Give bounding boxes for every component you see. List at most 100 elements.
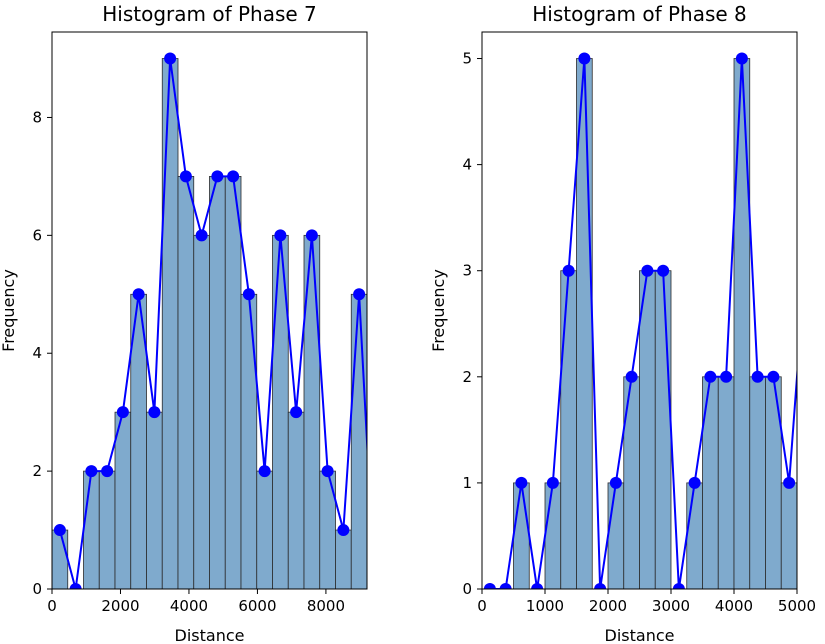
histogram-bar (83, 470, 100, 589)
frequency-point (499, 583, 512, 589)
frequency-point (609, 476, 622, 489)
y-axis-label: Frequency (0, 269, 18, 352)
x-tick-label: 2000 (101, 597, 139, 615)
frequency-point (799, 265, 811, 277)
frequency-point (85, 465, 98, 478)
histogram-bar (146, 411, 163, 589)
histogram-bar (98, 470, 116, 589)
histogram-bar (52, 529, 69, 589)
frequency-point (179, 170, 192, 183)
x-tick-label: 8000 (307, 597, 345, 615)
frequency-point (515, 476, 528, 489)
chart-title: Histogram of Phase 7 (102, 2, 317, 26)
histogram-bar (749, 376, 766, 589)
frequency-point (274, 229, 287, 242)
frequency-point (195, 229, 208, 242)
frequency-point (688, 476, 701, 489)
histogram-bar (607, 482, 625, 589)
frequency-point (369, 583, 381, 595)
frequency-point (305, 229, 318, 242)
histogram-bar (560, 270, 577, 589)
frequency-point (483, 583, 496, 589)
axes-frame (51, 31, 368, 590)
frequency-point (531, 583, 544, 589)
frequency-point (164, 52, 177, 65)
frequency-point (672, 583, 685, 589)
frequency-point (337, 524, 350, 537)
x-tick-label: 0 (477, 597, 487, 615)
frequency-point (625, 370, 638, 383)
histogram-bar (335, 529, 352, 589)
frequency-point (101, 465, 114, 478)
histogram-bar (717, 376, 735, 589)
y-tick-label: 0 (462, 580, 472, 598)
histogram-bar (114, 411, 132, 589)
plot-area (52, 52, 381, 595)
x-tick-label: 0 (47, 597, 57, 615)
frequency-point (704, 370, 717, 383)
x-tick-label: 6000 (238, 597, 276, 615)
histogram-bar (544, 482, 562, 589)
frequency-point (594, 583, 607, 589)
histogram-bar (193, 234, 210, 589)
plot-area (483, 52, 811, 589)
frequency-point (227, 170, 240, 183)
y-tick-label: 6 (32, 226, 42, 244)
histogram-bar (161, 58, 179, 589)
frequency-point (353, 288, 366, 301)
histogram-bar (350, 293, 367, 589)
y-axis-label: Frequency (429, 269, 448, 352)
y-tick-label: 3 (462, 262, 472, 280)
histogram-bar (686, 482, 703, 589)
chart-title: Histogram of Phase 8 (532, 2, 747, 26)
frequency-point (148, 406, 161, 419)
histogram-bar (639, 270, 656, 589)
x-tick-label: 1000 (526, 597, 564, 615)
histogram-phase-8-chart: 0 1000 2000 3000 4000 5000 0 1 2 3 4 5 Histogram of … (429, 2, 816, 644)
frequency-point (641, 264, 654, 277)
x-axis-label: Distance (605, 626, 675, 644)
y-tick-label: 4 (462, 156, 472, 174)
frequency-point (783, 476, 796, 489)
x-axis-label: Distance (175, 626, 245, 644)
frequency-point (69, 583, 82, 589)
frequency-point (720, 370, 733, 383)
histogram-bar (733, 58, 751, 589)
y-tick-label: 2 (462, 368, 472, 386)
frequency-point (290, 406, 303, 419)
frequency-point (321, 465, 334, 478)
x-tick-label: 5000 (778, 597, 816, 615)
frequency-point (258, 465, 271, 478)
y-tick-label: 2 (32, 462, 42, 480)
frequency-point (53, 524, 66, 537)
frequency-point (132, 288, 145, 301)
histogram-bar (209, 176, 226, 589)
frequency-point (578, 52, 591, 65)
histogram-bar (240, 293, 258, 589)
histogram-bar (654, 270, 672, 589)
histogram-bar (177, 176, 195, 589)
histogram-bar (256, 470, 273, 589)
y-tick-label: 0 (32, 580, 42, 598)
frequency-point (546, 476, 559, 489)
frequency-point (735, 52, 748, 65)
histogram-bar (780, 482, 797, 589)
y-tick-label: 8 (32, 108, 42, 126)
y-tick-label: 5 (462, 50, 472, 68)
y-tick-label: 4 (32, 344, 42, 362)
histogram-bar (224, 176, 242, 589)
axes-frame (481, 31, 798, 590)
x-tick-label: 4000 (170, 597, 208, 615)
frequency-point (751, 370, 764, 383)
x-tick-label: 3000 (652, 597, 690, 615)
frequency-point (242, 288, 255, 301)
histogram-bar (513, 482, 530, 589)
frequency-point (116, 406, 129, 419)
histogram-bar (287, 411, 305, 589)
frequency-point (767, 370, 780, 383)
frequency-point (211, 170, 224, 183)
x-tick-label: 4000 (715, 597, 753, 615)
y-tick-label: 1 (462, 474, 472, 492)
frequency-point (562, 264, 575, 277)
